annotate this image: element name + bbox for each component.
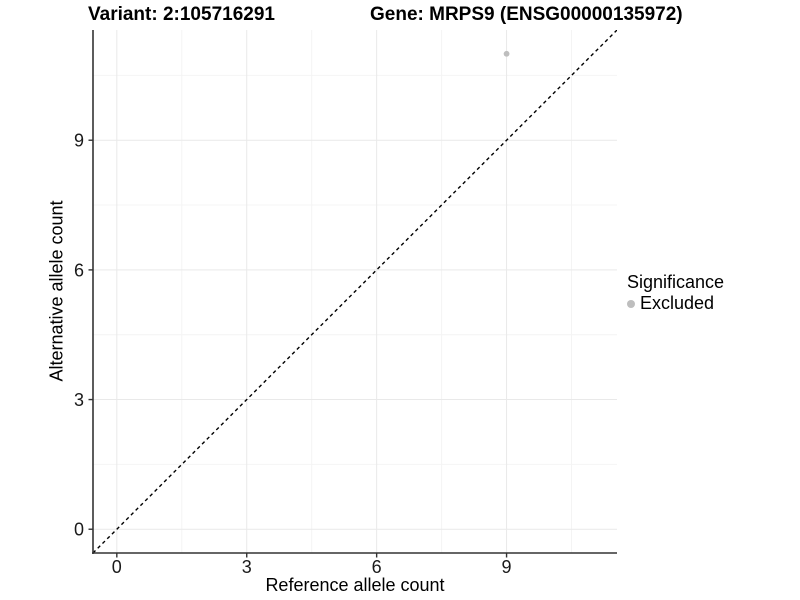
excluded-point-swatch-icon: [627, 299, 635, 308]
data-point: [503, 50, 510, 57]
x-tick-label: 9: [502, 557, 512, 577]
x-tick-label: 6: [372, 557, 382, 577]
plot-title-variant: Variant: 2:105716291: [88, 4, 275, 25]
x-tick-label: 0: [112, 557, 122, 577]
y-axis-title: Alternative allele count: [46, 200, 67, 382]
legend: Significance Excluded: [627, 271, 724, 314]
legend-title: Significance: [627, 272, 725, 292]
y-tick-label: 0: [74, 520, 84, 540]
y-tick-label: 6: [74, 260, 84, 280]
legend-item-excluded: Excluded: [627, 293, 724, 314]
x-tick-label: 3: [242, 557, 252, 577]
legend-item-label: Excluded: [640, 293, 715, 313]
identity-reference-line: [93, 30, 617, 553]
y-tick-label: 3: [74, 390, 84, 410]
y-tick-label: 9: [74, 131, 84, 151]
plot-title-gene: Gene: MRPS9 (ENSG00000135972): [370, 4, 683, 25]
x-axis-title: Reference allele count: [265, 575, 445, 595]
